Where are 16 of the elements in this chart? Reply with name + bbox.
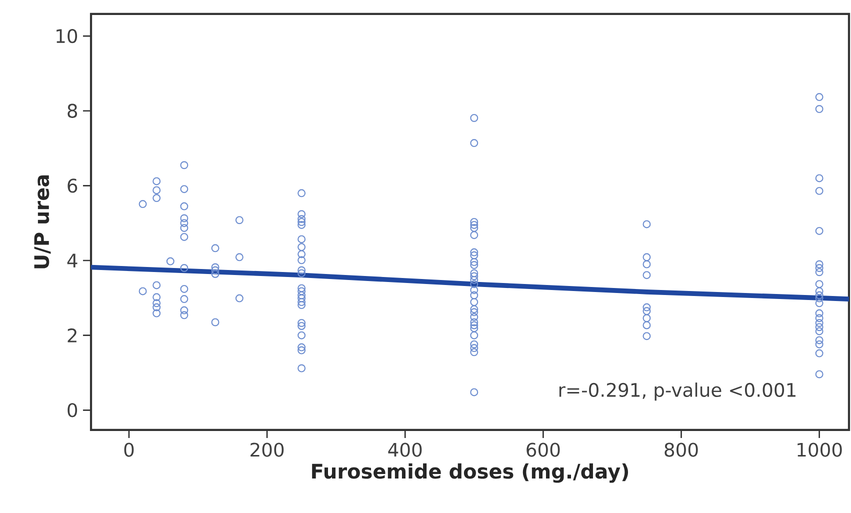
y-tick-label: 2	[68, 328, 76, 342]
y-tick-label: 8	[68, 104, 78, 118]
x-tick-label: 400	[388, 442, 422, 457]
y-tick-label: 4	[67, 254, 78, 268]
x-tick-label: 600	[526, 442, 560, 457]
y-tick-label: 6	[68, 178, 78, 193]
y-tick-label: 0	[68, 403, 78, 418]
annotation: r=-0.291, p-value <0.001	[559, 382, 796, 401]
x-tick-label: 0	[124, 442, 134, 457]
line-series	[91, 264, 849, 302]
x-tick-label: 1000	[798, 442, 842, 457]
x-tick-label: 800	[664, 442, 698, 457]
y-axis-title: U/P urea	[34, 175, 51, 268]
x-axis-title: Furosemide doses (mg./day)	[312, 463, 628, 483]
x-tick-label: 200	[250, 442, 284, 457]
y-tick-label: 10	[56, 28, 78, 44]
